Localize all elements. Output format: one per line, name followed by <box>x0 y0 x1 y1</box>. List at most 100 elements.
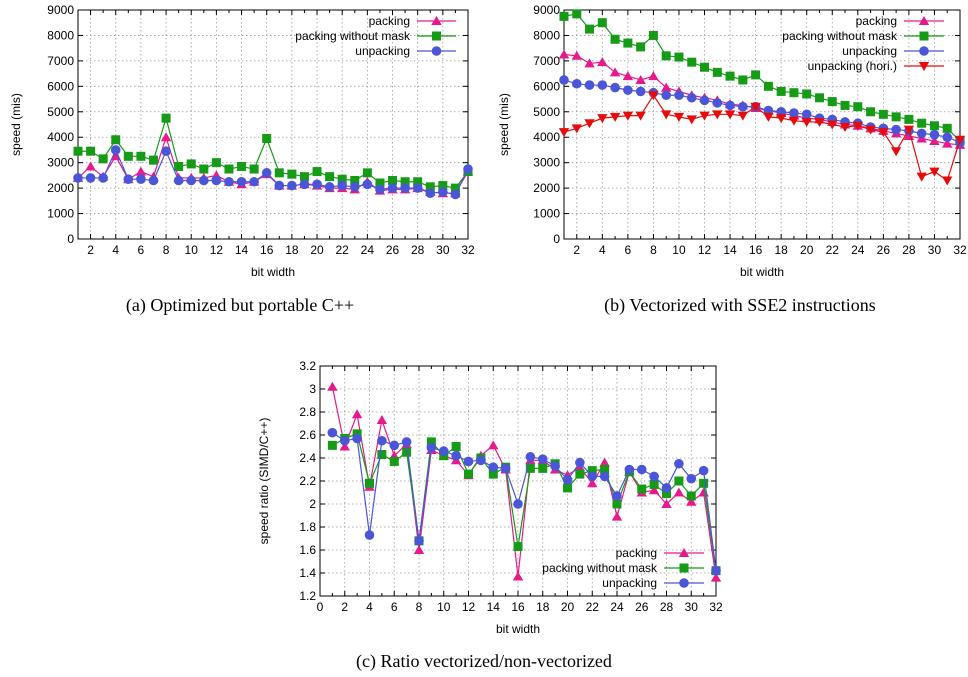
data-point-packing <box>710 572 722 582</box>
legend-label: packing without mask <box>782 29 898 43</box>
data-point-packing <box>942 138 953 148</box>
data-point-packing-without-mask <box>725 71 735 81</box>
x-tick-label: 22 <box>586 600 600 614</box>
data-point-packing-without-mask <box>686 491 696 501</box>
legend-marker <box>679 563 689 573</box>
x-tick-label: 24 <box>851 243 865 257</box>
data-point-unpacking <box>337 180 347 191</box>
y-tick-label: 0 <box>67 232 74 246</box>
x-tick-label: 30 <box>436 243 450 257</box>
data-point-packing-without-mask <box>610 34 620 44</box>
data-point-unpacking <box>414 536 424 546</box>
x-tick-label: 32 <box>461 243 475 257</box>
data-point-packing <box>611 511 623 521</box>
data-point-packing-without-mask <box>413 177 423 187</box>
data-point-packing <box>512 571 524 581</box>
data-point-packing-without-mask <box>600 465 610 474</box>
data-point-packing <box>599 457 610 467</box>
y-tick-label: 2000 <box>47 181 74 195</box>
data-point-unpacking <box>599 471 610 482</box>
data-point-packing-without-mask <box>917 118 927 128</box>
x-tick-label: 26 <box>877 243 891 257</box>
series-line-packing-without-mask <box>563 13 961 142</box>
data-point-packing <box>413 545 425 554</box>
y-tick-label: 1000 <box>47 207 74 221</box>
series-packing-without-mask <box>73 113 473 193</box>
data-point-unpacking <box>438 446 449 456</box>
legend-marker <box>919 31 929 41</box>
series-unpacking <box>327 427 721 576</box>
data-point-packing <box>609 67 621 77</box>
data-point-packing <box>351 409 363 419</box>
data-point-packing-without-mask <box>789 88 799 98</box>
data-point-packing-without-mask <box>450 183 460 193</box>
legend-marker <box>431 46 442 56</box>
y-tick-label: 0 <box>553 232 560 246</box>
legend-label: packing <box>369 14 410 28</box>
data-point-packing-without-mask <box>224 164 234 174</box>
data-point-packing-without-mask <box>451 442 461 451</box>
legend-label: packing <box>856 14 897 28</box>
data-point-packing-without-mask <box>377 450 387 460</box>
data-point-packing <box>661 499 672 508</box>
data-point-packing-without-mask <box>464 469 473 479</box>
data-point-packing-without-mask <box>174 161 184 171</box>
data-point-unpacking-hori <box>775 114 787 124</box>
x-tick-label: 28 <box>411 243 425 257</box>
data-point-packing-without-mask <box>648 30 658 40</box>
data-point-packing <box>110 151 121 161</box>
data-point-packing <box>929 136 940 146</box>
data-point-packing-without-mask <box>438 181 448 191</box>
caption-a: (a) Optimized but portable C++ <box>126 295 354 316</box>
legend-label: unpacking <box>355 44 410 58</box>
data-point-packing <box>622 71 634 81</box>
x-tick-label: 4 <box>599 243 606 257</box>
x-tick-label: 22 <box>826 243 840 257</box>
x-tick-label: 22 <box>336 243 350 257</box>
data-point-packing-without-mask <box>661 51 671 61</box>
data-point-unpacking <box>412 183 423 193</box>
data-point-unpacking-hori <box>712 110 723 120</box>
chart-panel-c: 1.21.41.61.822.22.42.62.833.20 2 4 6 8 10 12 14… <box>257 359 723 636</box>
x-axis-label: bit width <box>496 622 540 636</box>
x-tick-label: 12 <box>210 243 224 257</box>
data-point-packing-without-mask <box>299 172 309 182</box>
data-point-packing <box>648 71 659 81</box>
data-point-unpacking <box>299 179 310 190</box>
series-packing <box>558 49 966 149</box>
data-point-packing-without-mask <box>853 102 863 112</box>
y-tick-label: 7000 <box>533 54 560 68</box>
data-point-packing <box>698 487 709 497</box>
x-tick-label: 28 <box>902 243 916 257</box>
data-point-unpacking <box>942 132 953 143</box>
data-point-unpacking <box>312 179 322 190</box>
y-axis-label: speed (mis) <box>497 93 511 156</box>
data-point-packing-without-mask <box>388 175 398 185</box>
data-point-packing-without-mask <box>525 463 535 473</box>
data-point-packing-without-mask <box>587 466 597 476</box>
data-point-unpacking <box>463 164 473 174</box>
data-point-unpacking-hori <box>648 91 659 101</box>
data-point-packing-without-mask <box>327 440 337 450</box>
data-point-unpacking <box>636 464 647 475</box>
data-point-unpacking <box>400 183 410 193</box>
data-point-unpacking <box>738 101 748 112</box>
x-tick-label: 20 <box>800 243 814 257</box>
x-tick-label: 14 <box>723 243 737 257</box>
data-point-packing-without-mask <box>929 121 939 131</box>
x-tick-label: 26 <box>635 600 649 614</box>
data-point-unpacking <box>123 174 134 185</box>
y-tick-label: 1.8 <box>299 520 316 534</box>
data-point-unpacking <box>584 80 595 90</box>
data-point-packing-without-mask <box>776 86 786 96</box>
x-tick-label: 24 <box>610 600 624 614</box>
data-point-packing-without-mask <box>623 38 633 48</box>
y-tick-label: 8000 <box>533 28 560 42</box>
data-point-unpacking <box>85 173 96 183</box>
x-tick-label: 14 <box>487 600 501 614</box>
data-point-unpacking <box>324 182 335 192</box>
data-point-unpacking <box>891 124 901 135</box>
data-point-packing-without-mask <box>559 11 569 21</box>
x-tick-label: 12 <box>462 600 476 614</box>
